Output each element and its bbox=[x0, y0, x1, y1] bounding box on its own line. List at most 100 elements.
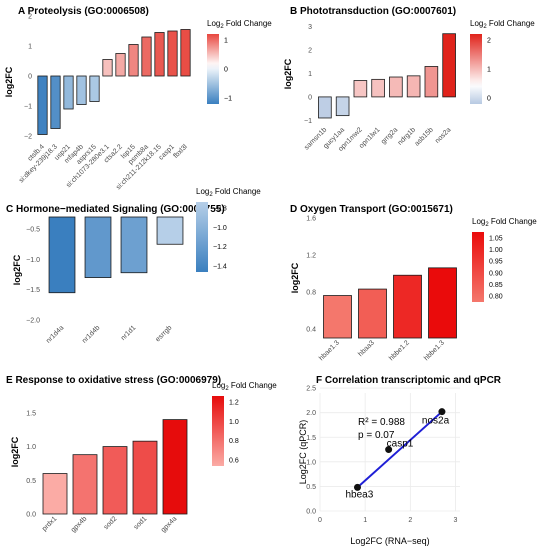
y-tick-label: 0.5 bbox=[26, 478, 36, 485]
bar-si:dkey-239j18.3 bbox=[50, 75, 61, 129]
bar-asprs15 bbox=[89, 75, 100, 102]
y-tick-label: −1.5 bbox=[26, 287, 40, 294]
bar-lsp15 bbox=[128, 44, 139, 77]
bar-grrg2a bbox=[389, 76, 403, 98]
x-tick-label: nr1d1 bbox=[120, 324, 138, 342]
y-tick-label: −2 bbox=[24, 134, 32, 141]
y-tick-label: 2.0 bbox=[306, 410, 316, 417]
y-axis-label: log2FC bbox=[10, 436, 20, 467]
y-tick-label: 1.6 bbox=[306, 216, 316, 223]
bar-usp21 bbox=[63, 75, 74, 110]
legend-tick-label: −1.4 bbox=[213, 264, 227, 271]
legend-tick-label: 0.8 bbox=[229, 438, 239, 445]
bar-ctsa2.2 bbox=[115, 53, 126, 77]
legend-tick-label: −0.8 bbox=[213, 206, 227, 213]
x-axis-label: Log2FC (RNA−seq) bbox=[350, 536, 429, 546]
legend-colorbar bbox=[212, 396, 224, 466]
y-axis-label: log2FC bbox=[4, 66, 14, 97]
bar-sod2 bbox=[102, 446, 128, 515]
y-tick-label: 1.0 bbox=[26, 444, 36, 451]
bar-si:ch1073-280e3.1 bbox=[102, 59, 113, 77]
x-tick-label: hbbe1.2 bbox=[388, 339, 411, 362]
y-tick-label: 1 bbox=[28, 44, 32, 51]
y-tick-label: 2.5 bbox=[306, 386, 316, 393]
bar-samsn1b bbox=[318, 96, 332, 119]
point-label: casp1 bbox=[387, 439, 414, 450]
bar-casp1 bbox=[167, 30, 178, 77]
y-tick-label: 1.5 bbox=[26, 410, 36, 417]
y-axis-label: log2FC bbox=[290, 262, 300, 293]
bar-nos2a bbox=[442, 33, 456, 98]
bar-psmb8a bbox=[141, 36, 152, 77]
bar-ndrg1b bbox=[406, 75, 421, 98]
x-tick-label: asb15b bbox=[414, 126, 435, 147]
x-tick-label: prdx1 bbox=[41, 515, 58, 532]
bar-opn1mw2 bbox=[353, 80, 368, 98]
legend-tick-label: −1.0 bbox=[213, 225, 227, 232]
bar-fbxl3l bbox=[180, 29, 191, 77]
legend-tick-label: 1.0 bbox=[229, 419, 239, 426]
fit-line bbox=[356, 410, 443, 489]
y-tick-label: −1 bbox=[24, 104, 32, 111]
y-tick-label: 2 bbox=[28, 14, 32, 21]
legend-tick-label: 1.05 bbox=[489, 236, 503, 243]
x-tick-label: hbbe1.3 bbox=[423, 339, 446, 362]
bar-prdx1 bbox=[42, 473, 68, 515]
y-tick-label: 1.2 bbox=[306, 252, 316, 259]
legend-tick-label: 1 bbox=[224, 38, 228, 45]
data-point bbox=[438, 408, 446, 416]
panel-title: D Oxygen Transport (GO:0015671) bbox=[290, 204, 453, 215]
legend-title: Log2 Fold Change bbox=[196, 187, 261, 198]
data-point bbox=[353, 483, 361, 491]
bar-nr1d1 bbox=[120, 216, 148, 274]
legend-tick-label: −1 bbox=[224, 96, 232, 103]
x-tick-label: hbaa3 bbox=[357, 339, 376, 358]
bar-nr1d4b bbox=[84, 216, 112, 278]
y-tick-label: 0 bbox=[308, 94, 312, 101]
bar-si:ch211-212k18.15 bbox=[154, 32, 165, 77]
panel-a: A Proteolysis (GO:0006508)−2−1012log2FCc… bbox=[4, 6, 272, 191]
y-tick-label: 2 bbox=[308, 48, 312, 55]
stat-annotation: R² = 0.988 bbox=[358, 417, 405, 428]
x-tick-label: esrrgb bbox=[154, 324, 173, 343]
legend-colorbar bbox=[207, 34, 219, 104]
y-tick-label: −0.5 bbox=[26, 227, 40, 234]
point-label: hbea3 bbox=[345, 489, 373, 500]
panel-title: C Hormone−mediated Signaling (GO:0009755… bbox=[6, 204, 225, 215]
y-tick-label: 0.5 bbox=[306, 484, 316, 491]
bar-hbbe1.2 bbox=[393, 274, 422, 339]
legend-tick-label: 1 bbox=[487, 67, 491, 74]
x-tick-label: 2 bbox=[408, 517, 412, 524]
x-tick-label: nr1d4b bbox=[81, 324, 101, 344]
bar-sod1 bbox=[132, 440, 158, 515]
x-tick-label: 1 bbox=[363, 517, 367, 524]
legend-tick-label: −1.2 bbox=[213, 244, 227, 251]
legend-title: Log2 Fold Change bbox=[212, 381, 277, 392]
panel-title: E Response to oxidative stress (GO:00069… bbox=[6, 375, 221, 386]
legend-tick-label: 0 bbox=[487, 96, 491, 103]
y-tick-label: 0.4 bbox=[306, 326, 316, 333]
x-tick-label: 3 bbox=[454, 517, 458, 524]
y-axis-label: Log2FC (qPCR) bbox=[298, 420, 308, 485]
legend-tick-label: 0.90 bbox=[489, 270, 503, 277]
panel-f: F Correlation transcriptomic and qPCR 0 1 2… bbox=[298, 375, 502, 546]
bar-hbaa3 bbox=[358, 288, 387, 339]
x-tick-label: gpx4b bbox=[70, 515, 89, 534]
legend-tick-label: 0.6 bbox=[229, 458, 239, 465]
point-label: nos2a bbox=[422, 416, 450, 427]
x-tick-label: nos2a bbox=[434, 126, 453, 145]
y-tick-label: 1.0 bbox=[306, 459, 316, 466]
x-tick-label: fbxl3l bbox=[172, 143, 189, 160]
legend-tick-label: 1.2 bbox=[229, 400, 239, 407]
bar-hbbe1.3 bbox=[428, 267, 457, 339]
legend-title: Log2 Fold Change bbox=[470, 19, 535, 30]
panel-b: B Phototransduction (GO:0007601) −1 0 1 2 3 lo… bbox=[283, 6, 535, 153]
bar-nr1d4a bbox=[48, 216, 76, 294]
x-tick-label: 0 bbox=[318, 517, 322, 524]
bar-opn1lw1 bbox=[371, 78, 385, 98]
bar-hbae1.3 bbox=[323, 295, 352, 339]
legend-colorbar bbox=[196, 202, 208, 272]
panel-d: D Oxygen Transport (GO:0015671) 0.4 0.8 1.2… bbox=[290, 204, 537, 362]
bar-gpx4b bbox=[72, 454, 98, 515]
bar-esrrgb bbox=[156, 216, 184, 245]
